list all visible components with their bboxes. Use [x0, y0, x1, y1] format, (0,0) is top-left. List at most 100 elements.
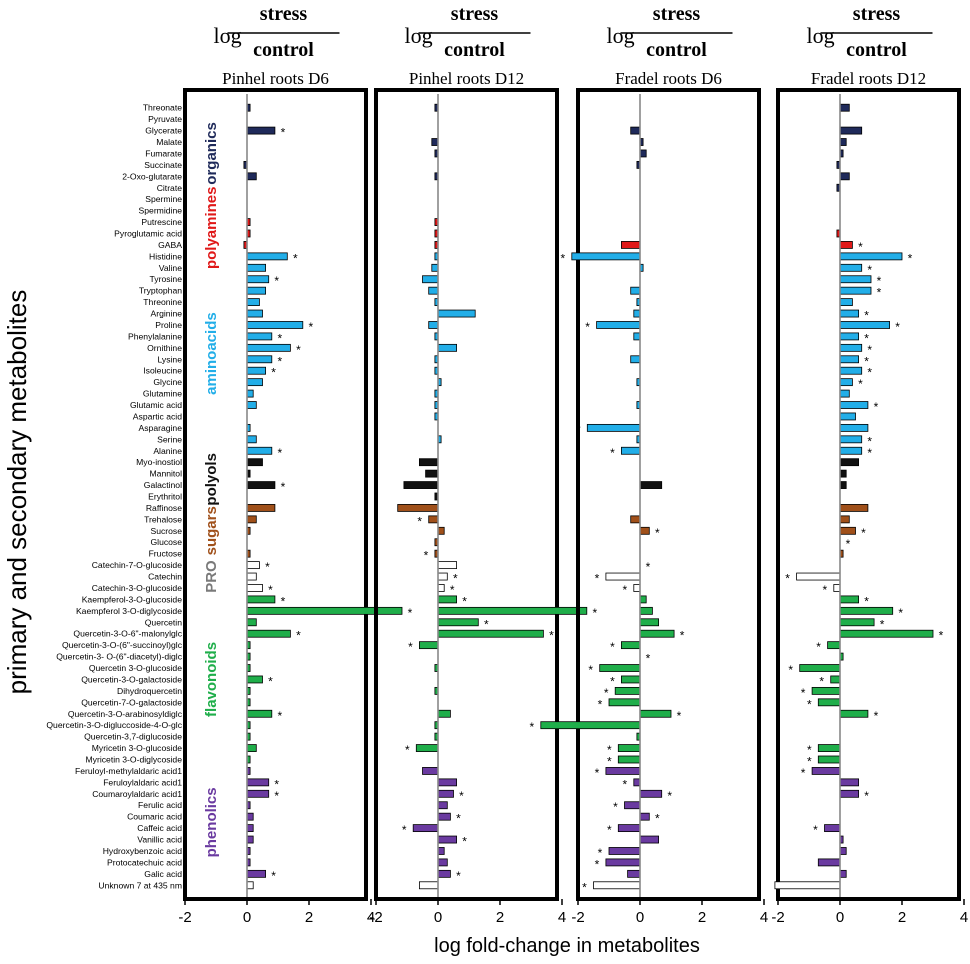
significance-star: *: [277, 354, 282, 368]
bar: [431, 263, 439, 272]
category-label: Feruloylaldaric acid1: [103, 777, 182, 787]
bar: [246, 126, 276, 135]
significance-star: *: [592, 606, 597, 620]
bar: [437, 778, 458, 787]
category-label: GABA: [158, 240, 182, 250]
bar: [608, 847, 641, 855]
bar: [774, 881, 841, 890]
significance-star: *: [462, 835, 467, 849]
category-label: Quercetin-7-O-galactoside: [81, 697, 182, 707]
category-label: Quercetin-3-O-digluccoside-4-O-glc: [46, 720, 182, 730]
panel-title-2: Fradel roots D6: [615, 69, 722, 88]
significance-star: *: [622, 583, 627, 597]
bar: [839, 446, 863, 455]
bar: [437, 847, 445, 855]
bar: [839, 389, 850, 398]
category-label: Quercetin-3-O-arabinosyldiglc: [68, 709, 183, 719]
category-label: Citrate: [157, 183, 183, 193]
bar: [839, 629, 934, 638]
significance-star: *: [462, 594, 467, 608]
significance-star: *: [816, 640, 821, 654]
category-label: Serine: [157, 434, 182, 444]
bar: [246, 835, 254, 844]
bar: [639, 812, 650, 821]
category-label: Caffeic acid: [137, 823, 182, 833]
significance-star: *: [867, 366, 872, 380]
bar: [246, 595, 276, 604]
x-tick-label: 0: [243, 909, 251, 926]
bar: [811, 686, 841, 695]
bar: [630, 515, 641, 524]
bar: [425, 469, 439, 478]
category-label: Sucrose: [150, 526, 182, 536]
category-label: Ferulic acid: [138, 800, 182, 810]
bar: [639, 709, 672, 718]
bar: [437, 595, 458, 604]
x-tick-label: -2: [369, 909, 382, 926]
x-tick-label: 0: [836, 909, 844, 926]
bar: [839, 275, 872, 284]
bar: [839, 526, 856, 535]
significance-star: *: [680, 629, 685, 643]
bar: [437, 526, 445, 535]
header-log-1: log: [405, 23, 433, 48]
bar: [817, 858, 841, 867]
significance-star: *: [560, 251, 565, 265]
category-label: Raffinose: [146, 503, 182, 513]
panel-frame: [576, 88, 761, 901]
category-label: Tryptophan: [139, 286, 182, 296]
significance-star: *: [801, 686, 806, 700]
significance-star: *: [667, 789, 672, 803]
bar: [246, 458, 263, 467]
bar: [437, 869, 451, 878]
category-label: Ornithine: [147, 343, 182, 353]
bar: [839, 435, 863, 444]
bar: [639, 618, 660, 627]
significance-star: *: [265, 560, 270, 574]
bar: [246, 504, 276, 512]
significance-star: *: [456, 869, 461, 883]
x-tick-label: 4: [367, 909, 375, 926]
category-label: Coumaroylaldaric acid1: [92, 789, 182, 799]
bar: [437, 801, 448, 810]
group-label-flavonoids: flavonoids: [203, 642, 220, 717]
x-tick-label: 4: [960, 909, 968, 926]
bar: [431, 138, 439, 146]
significance-star: *: [867, 434, 872, 448]
x-tick-label: 2: [698, 909, 706, 926]
panel-3: **********************************-2 0 2 4: [771, 88, 968, 926]
header-log-3: log: [807, 23, 835, 48]
significance-star: *: [864, 309, 869, 323]
bar: [614, 686, 641, 695]
category-label: Feruloyl-methylaldaric acid1: [75, 766, 182, 776]
bar: [839, 401, 869, 409]
bar: [639, 789, 663, 798]
significance-star: *: [807, 755, 812, 769]
significance-star: *: [277, 331, 282, 345]
bar: [817, 744, 841, 752]
category-label: Myricetin 3-O-glucoside: [92, 743, 182, 753]
bar: [437, 561, 458, 570]
group-label-phenolics: phenolics: [203, 787, 220, 857]
bar: [246, 286, 267, 295]
bar: [246, 881, 254, 890]
header-log-2: log: [607, 23, 635, 48]
x-tick-label: 4: [760, 909, 768, 926]
group-label-polyamines: polyamines: [203, 187, 220, 270]
bar: [246, 606, 403, 615]
significance-star: *: [655, 812, 660, 826]
x-tick-label: 0: [636, 909, 644, 926]
category-label: Isoleucine: [143, 366, 182, 376]
bar: [418, 881, 439, 890]
bar: [246, 263, 267, 272]
significance-star: *: [582, 880, 587, 894]
category-label: Trehalose: [144, 514, 182, 524]
bar: [639, 526, 650, 535]
category-label: Spermidine: [139, 206, 183, 216]
significance-star: *: [858, 240, 863, 254]
category-label: Coumaric acid: [127, 812, 182, 822]
category-label: Kaempferol-3-O-glucoside: [82, 594, 183, 604]
significance-star: *: [604, 686, 609, 700]
bar: [839, 709, 869, 718]
